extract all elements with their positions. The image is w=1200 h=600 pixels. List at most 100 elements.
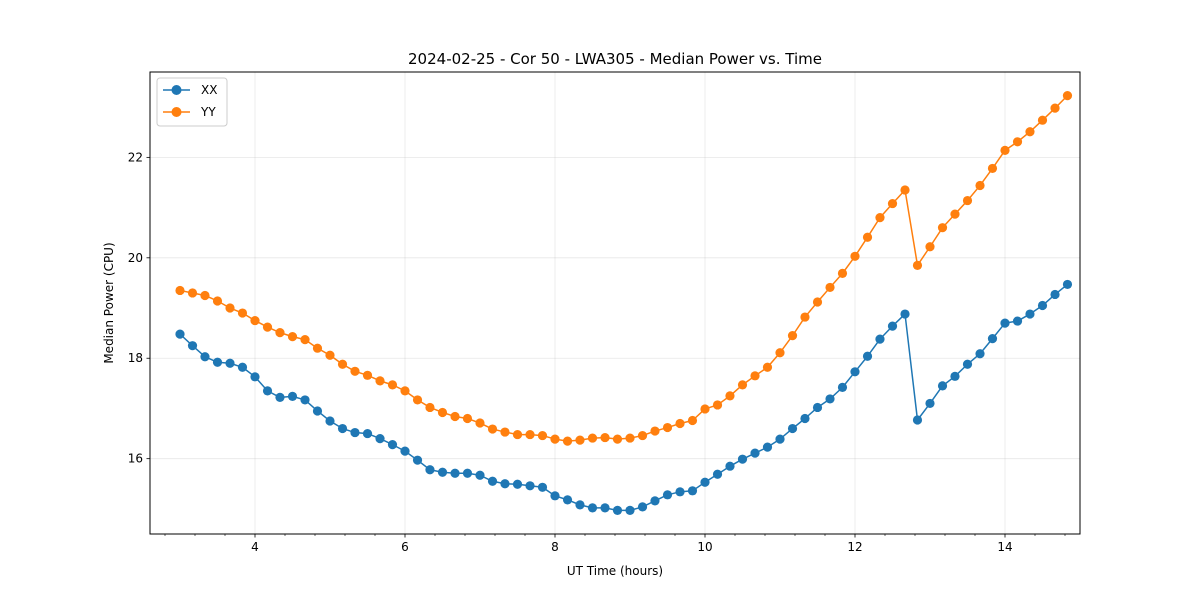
series-xx-point — [712, 469, 723, 479]
series-yy-point — [850, 251, 860, 261]
legend-yy-label: YY — [200, 105, 216, 119]
series-yy-point — [600, 432, 610, 443]
legend: XX YY — [156, 77, 228, 127]
series-yy-point — [800, 312, 810, 322]
series-xx — [175, 279, 1073, 515]
series-yy-point — [425, 402, 435, 413]
series-yy-point — [225, 303, 235, 313]
y-tick-label: 22 — [128, 150, 143, 164]
series-xx-point — [437, 467, 448, 477]
series-yy-point — [1000, 145, 1010, 155]
series-yy-point — [512, 429, 523, 440]
chart-title: 2024-02-25 - Cor 50 - LWA305 - Median Po… — [408, 50, 822, 68]
series-yy-point — [725, 391, 735, 401]
series-yy-point — [925, 242, 935, 252]
series-xx-point — [750, 448, 760, 458]
series-xx-point — [275, 392, 285, 403]
series-xx-point — [175, 329, 185, 339]
series-yy-point — [275, 328, 285, 338]
series-xx-point — [187, 341, 198, 351]
series-yy-point — [237, 308, 248, 318]
series-yy-point — [687, 415, 698, 426]
series-yy-point — [762, 362, 773, 372]
series-yy-point — [1037, 115, 1048, 125]
series-yy-point — [362, 370, 373, 380]
series-layer — [175, 91, 1073, 515]
series-xx-point — [350, 427, 360, 438]
series-yy-point — [625, 433, 635, 443]
x-tick-label: 4 — [251, 540, 259, 554]
series-yy-point — [537, 430, 548, 441]
series-yy-point — [937, 223, 948, 233]
y-tick-label: 16 — [128, 452, 143, 466]
series-yy-point — [912, 260, 923, 270]
series-xx-point — [550, 491, 560, 501]
series-xx-point — [962, 359, 973, 369]
series-xx-point — [950, 371, 960, 381]
y-tick-label: 18 — [128, 351, 143, 365]
series-xx-point — [937, 381, 948, 391]
series-yy-point — [787, 331, 798, 341]
series-xx-point — [700, 477, 710, 487]
series-yy-point — [375, 376, 385, 386]
series-yy-point — [1062, 91, 1073, 101]
series-xx-point — [662, 490, 673, 500]
series-xx-point — [462, 468, 473, 478]
series-xx-point — [812, 402, 823, 413]
series-xx-point — [850, 367, 860, 377]
series-xx-point — [1050, 289, 1060, 300]
series-yy-point — [900, 185, 910, 195]
series-xx-point — [312, 406, 323, 416]
series-xx-point — [212, 357, 223, 367]
series-xx-point — [1025, 309, 1035, 319]
series-yy-point — [187, 288, 198, 298]
series-xx-point — [600, 503, 610, 513]
series-xx-point — [525, 481, 535, 491]
series-yy-point — [837, 268, 848, 278]
series-yy-point — [775, 348, 785, 358]
series-xx-point — [875, 334, 885, 344]
series-yy-point — [462, 413, 473, 424]
series-xx-point — [575, 500, 585, 510]
series-xx-point — [225, 358, 235, 368]
series-yy-point — [487, 424, 498, 434]
series-xx-point — [200, 352, 210, 362]
series-xx-point — [325, 416, 335, 426]
series-xx-point — [675, 487, 685, 497]
series-xx-point — [1000, 318, 1010, 328]
series-xx-point — [375, 433, 385, 444]
series-xx-point — [887, 321, 898, 331]
series-yy-point — [437, 407, 448, 418]
series-xx-point — [300, 395, 310, 405]
series-xx-point — [800, 413, 810, 424]
series-yy-point — [1012, 137, 1023, 147]
series-yy-point — [212, 296, 223, 306]
series-yy-point — [300, 335, 310, 345]
series-yy-point — [500, 427, 510, 437]
series-yy-point — [562, 436, 573, 446]
series-xx-point — [925, 398, 935, 409]
series-yy-point — [175, 285, 185, 296]
series-yy-point — [675, 418, 685, 429]
series-xx-point — [612, 505, 623, 515]
series-yy-point — [887, 198, 898, 209]
series-yy-point — [950, 209, 960, 219]
y-axis-label: Median Power (CPU) — [102, 242, 116, 363]
series-yy-point — [250, 315, 260, 326]
series-yy-point — [312, 343, 323, 353]
series-yy-point — [575, 435, 585, 445]
series-yy-point — [975, 180, 985, 191]
series-yy-point — [712, 400, 723, 410]
legend-yy-marker — [171, 107, 182, 117]
series-xx-point — [725, 461, 735, 471]
x-axis-label: UT Time (hours) — [567, 564, 663, 578]
series-xx-point — [262, 386, 273, 396]
series-xx-point — [787, 423, 798, 434]
series-xx-point — [987, 334, 998, 344]
x-tick-label: 12 — [847, 540, 862, 554]
series-xx-point — [737, 454, 748, 464]
series-yy-point — [750, 371, 760, 381]
series-xx-point — [512, 479, 523, 489]
series-yy-point — [525, 429, 535, 440]
series-yy-point — [450, 411, 460, 422]
